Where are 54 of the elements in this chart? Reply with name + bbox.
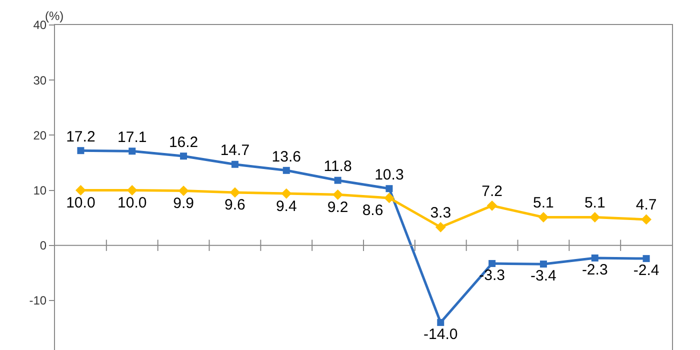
- point: [642, 255, 650, 262]
- y-tick-label: 10: [33, 183, 47, 198]
- point: [332, 189, 343, 200]
- point: [231, 160, 238, 168]
- y-tick-label: 30: [33, 73, 47, 88]
- point: [590, 212, 600, 222]
- data-label: -2.3: [582, 262, 608, 279]
- data-label: 13.6: [272, 148, 301, 166]
- point: [178, 186, 189, 196]
- data-label: 8.6: [362, 202, 384, 220]
- data-label: 10.0: [66, 194, 96, 212]
- y-tick-label: 20: [33, 128, 47, 142]
- point: [435, 222, 446, 232]
- point: [334, 176, 342, 184]
- data-label: 16.2: [168, 134, 198, 151]
- point: [77, 147, 84, 154]
- data-label: 5.1: [533, 194, 554, 212]
- point: [591, 254, 598, 262]
- point: [384, 192, 394, 204]
- point: [540, 260, 547, 268]
- point: [282, 166, 290, 174]
- data-label: 9.4: [276, 198, 297, 215]
- data-label: 9.9: [173, 195, 194, 212]
- y-tick-label: -10: [29, 294, 47, 308]
- point: [486, 200, 498, 211]
- data-label: 9.2: [327, 198, 348, 216]
- data-label: 4.7: [636, 196, 657, 214]
- data-label: 10.3: [374, 166, 404, 184]
- data-label: -14.0: [424, 326, 458, 344]
- point: [180, 152, 188, 160]
- point: [386, 185, 393, 192]
- data-label: 10.0: [118, 194, 147, 212]
- point: [641, 214, 652, 225]
- data-label: 17.2: [66, 128, 96, 146]
- point: [281, 188, 292, 199]
- data-label: 11.8: [324, 158, 352, 176]
- data-label: 17.1: [118, 129, 147, 146]
- point: [437, 318, 444, 326]
- data-label: -3.4: [530, 268, 556, 285]
- data-label: -2.4: [633, 262, 660, 280]
- point: [126, 185, 138, 196]
- y-axis-title: (%): [45, 9, 64, 23]
- point: [538, 212, 549, 222]
- data-label: 7.2: [482, 182, 502, 200]
- data-label: 9.6: [224, 196, 246, 214]
- data-label: 3.3: [430, 204, 452, 222]
- point: [76, 185, 86, 196]
- data-label: 5.1: [584, 194, 606, 212]
- point: [128, 148, 136, 155]
- y-tick-label: 0: [40, 238, 47, 253]
- y-tick-label: 40: [33, 18, 47, 32]
- point: [488, 260, 496, 268]
- data-label: 14.7: [220, 142, 250, 160]
- point: [230, 187, 240, 198]
